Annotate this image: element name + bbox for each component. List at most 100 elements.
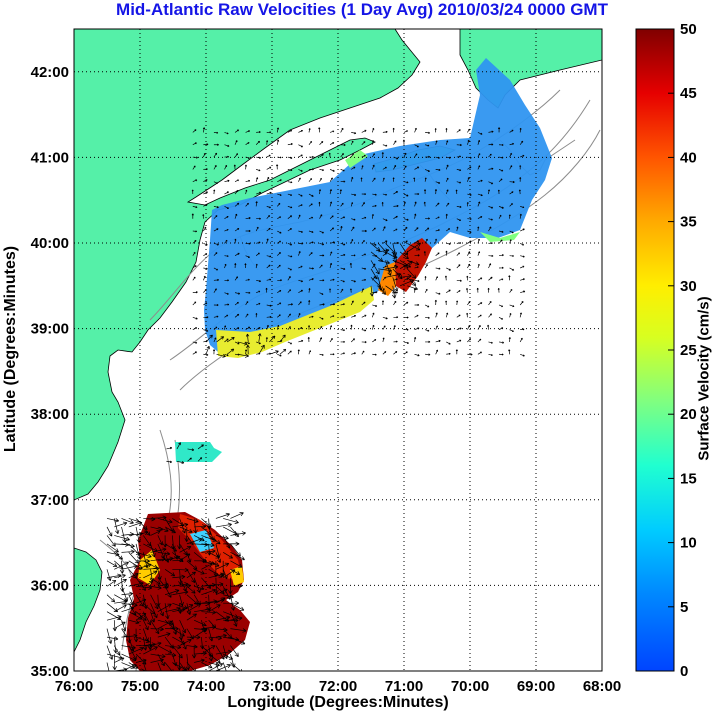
velocity-arrow: [223, 670, 225, 671]
velocity-arrow: [487, 287, 490, 293]
velocity-arrow: [350, 324, 353, 330]
velocity-arrow: [403, 193, 409, 197]
velocity-arrow: [488, 206, 494, 209]
velocity-arrow: [330, 303, 336, 306]
velocity-arrow: [166, 460, 173, 464]
velocity-arrow: [329, 262, 333, 269]
velocity-arrow: [467, 166, 472, 170]
velocity-arrow: [186, 552, 192, 563]
y-tick-label: 37:00: [31, 492, 69, 509]
velocity-arrow: [192, 301, 197, 306]
velocity-arrow: [213, 326, 218, 330]
velocity-arrow: [237, 341, 248, 346]
velocity-arrow: [234, 140, 238, 145]
velocity-arrow: [157, 662, 162, 671]
velocity-arrow: [425, 340, 431, 344]
velocity-arrow: [256, 217, 261, 220]
velocity-arrow: [106, 662, 110, 671]
velocity-arrow: [127, 628, 132, 644]
velocity-arrow: [230, 543, 241, 557]
velocity-arrow: [414, 201, 417, 207]
velocity-arrow: [193, 577, 201, 593]
velocity-arrow: [298, 265, 303, 269]
velocity-arrow: [255, 201, 258, 207]
velocity-patch-bight: [204, 58, 552, 354]
velocity-arrow: [114, 578, 127, 587]
velocity-arrow: [224, 228, 229, 232]
velocity-arrow: [519, 213, 522, 219]
velocity-arrow: [382, 316, 388, 320]
velocity-arrow: [106, 560, 118, 567]
velocity-arrow: [213, 288, 217, 293]
velocity-arrow: [403, 181, 409, 184]
velocity-arrow: [403, 328, 409, 331]
velocity-arrow: [467, 251, 471, 256]
velocity-arrow: [350, 338, 355, 343]
velocity-arrow: [201, 620, 206, 633]
velocity-arrow: [287, 181, 293, 184]
velocity-arrow: [222, 552, 234, 559]
velocity-arrow: [287, 350, 292, 355]
velocity-arrow: [424, 238, 428, 244]
velocity-patch-chesapeake: [175, 442, 222, 462]
velocity-arrow: [121, 518, 134, 525]
velocity-arrow: [392, 277, 399, 292]
velocity-arrow: [201, 588, 217, 596]
velocity-arrow: [319, 141, 324, 145]
velocity-arrow: [340, 279, 345, 283]
velocity-patch-rim: [345, 150, 520, 242]
velocity-arrow: [269, 350, 279, 355]
velocity-arrow: [466, 312, 469, 318]
velocity-arrow: [186, 594, 199, 605]
velocity-arrow: [287, 303, 293, 306]
velocity-arrow: [351, 193, 357, 196]
velocity-arrow: [488, 130, 494, 133]
colorbar-tick-label: 25: [680, 342, 697, 359]
velocity-arrow: [340, 288, 344, 293]
velocity-arrow: [499, 353, 504, 356]
velocity-arrow: [234, 263, 237, 269]
velocity-arrow: [224, 206, 229, 209]
velocity-arrow: [340, 243, 346, 246]
velocity-arrow: [164, 589, 180, 596]
velocity-arrow: [179, 526, 193, 534]
velocity-arrow: [213, 164, 217, 170]
velocity-arrow: [382, 144, 388, 147]
velocity-arrow: [157, 551, 171, 556]
velocity-arrow: [203, 168, 208, 171]
velocity-arrow: [519, 337, 523, 343]
velocity-arrow: [319, 303, 325, 306]
velocity-arrow: [256, 169, 261, 172]
velocity-arrow: [266, 140, 269, 145]
colorbar-label: Surface Velocity (cm/s): [695, 296, 713, 461]
velocity-arrow: [328, 152, 331, 158]
velocity-arrow: [308, 128, 311, 133]
velocity-arrow: [340, 153, 344, 158]
velocity-arrow: [370, 243, 381, 252]
velocity-arrow: [403, 341, 409, 345]
velocity-arrow: [135, 653, 147, 665]
velocity-arrow: [234, 313, 240, 318]
velocity-arrow: [192, 165, 196, 170]
velocity-arrow: [329, 215, 334, 219]
velocity-arrow: [203, 275, 206, 281]
velocity-arrow: [340, 267, 346, 270]
velocity-arrow: [393, 228, 398, 232]
velocity-arrow: [230, 583, 243, 589]
velocity-arrow: [277, 353, 282, 357]
velocity-arrow: [467, 230, 472, 233]
velocity-arrow: [213, 243, 219, 246]
velocity-arrow: [361, 129, 367, 133]
velocity-arrow: [234, 276, 238, 281]
velocity-arrow: [403, 266, 409, 269]
velocity-arrow: [361, 288, 364, 293]
velocity-arrow: [166, 446, 173, 450]
velocity-arrow: [467, 177, 470, 182]
velocity-arrow: [150, 670, 153, 671]
velocity-arrow: [414, 166, 420, 170]
velocity-arrow: [446, 352, 451, 355]
colorbar-tick-label: 45: [680, 85, 697, 102]
velocity-arrow: [150, 543, 156, 558]
velocity-arrow: [377, 285, 386, 295]
velocity-arrow: [319, 264, 323, 269]
